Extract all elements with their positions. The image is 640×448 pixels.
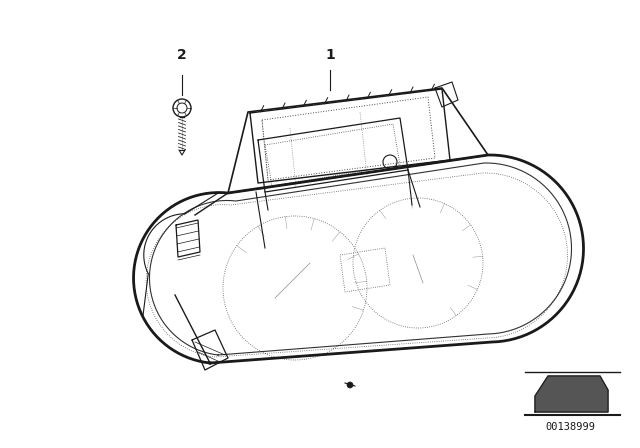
Text: 2: 2 bbox=[177, 48, 187, 62]
Circle shape bbox=[347, 382, 353, 388]
Polygon shape bbox=[535, 376, 608, 412]
Text: 00138999: 00138999 bbox=[545, 422, 595, 432]
Text: 1: 1 bbox=[325, 48, 335, 62]
